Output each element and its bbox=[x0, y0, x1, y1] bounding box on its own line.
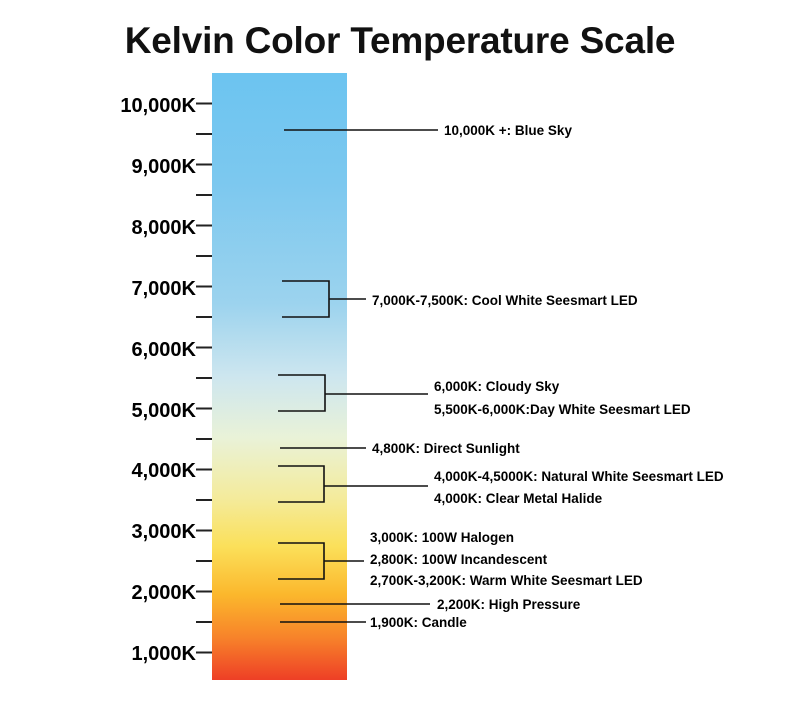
note-cloudy-sky: 6,000K: Cloudy Sky bbox=[434, 379, 560, 394]
scale-label-7000: 7,000K bbox=[132, 278, 197, 300]
page-title: Kelvin Color Temperature Scale bbox=[124, 20, 676, 61]
note-day-white: 5,500K-6,000K:Day White Seesmart LED bbox=[434, 402, 691, 417]
scale-label-5000: 5,000K bbox=[132, 400, 197, 422]
note-direct-sunlight: 4,800K: Direct Sunlight bbox=[372, 441, 520, 456]
bracket-cloudy-day-white bbox=[278, 374, 428, 412]
bracket-natural-metal-halide bbox=[278, 465, 428, 503]
scale-ticks bbox=[196, 102, 212, 654]
scale-label-1000: 1,000K bbox=[132, 643, 197, 665]
note-incandescent: 2,800K: 100W Incandescent bbox=[370, 552, 548, 567]
scale-label-8000: 8,000K bbox=[132, 217, 197, 239]
note-metal-halide: 4,000K: Clear Metal Halide bbox=[434, 491, 603, 506]
scale-label-9000: 9,000K bbox=[132, 156, 197, 178]
note-candle: 1,900K: Candle bbox=[370, 615, 467, 630]
bracket-cool-white bbox=[282, 280, 366, 318]
scale-label-6000: 6,000K bbox=[132, 339, 197, 361]
note-halogen: 3,000K: 100W Halogen bbox=[370, 530, 514, 545]
scale-label-10000: 10,000K bbox=[120, 95, 196, 117]
color-temperature-bar bbox=[212, 73, 347, 680]
note-natural-white: 4,000K-4,5000K: Natural White Seesmart L… bbox=[434, 469, 724, 484]
scale-label-3000: 3,000K bbox=[132, 521, 197, 543]
note-warm-white: 2,700K-3,200K: Warm White Seesmart LED bbox=[370, 573, 643, 588]
scale-label-2000: 2,000K bbox=[132, 582, 197, 604]
scale-label-4000: 4,000K bbox=[132, 460, 197, 482]
connectors bbox=[278, 129, 438, 623]
bracket-halogen-incandescent-warm bbox=[278, 542, 364, 580]
note-blue-sky: 10,000K +: Blue Sky bbox=[444, 123, 572, 138]
note-cool-white: 7,000K-7,500K: Cool White Seesmart LED bbox=[372, 293, 638, 308]
note-high-pressure: 2,200K: High Pressure bbox=[437, 597, 581, 612]
